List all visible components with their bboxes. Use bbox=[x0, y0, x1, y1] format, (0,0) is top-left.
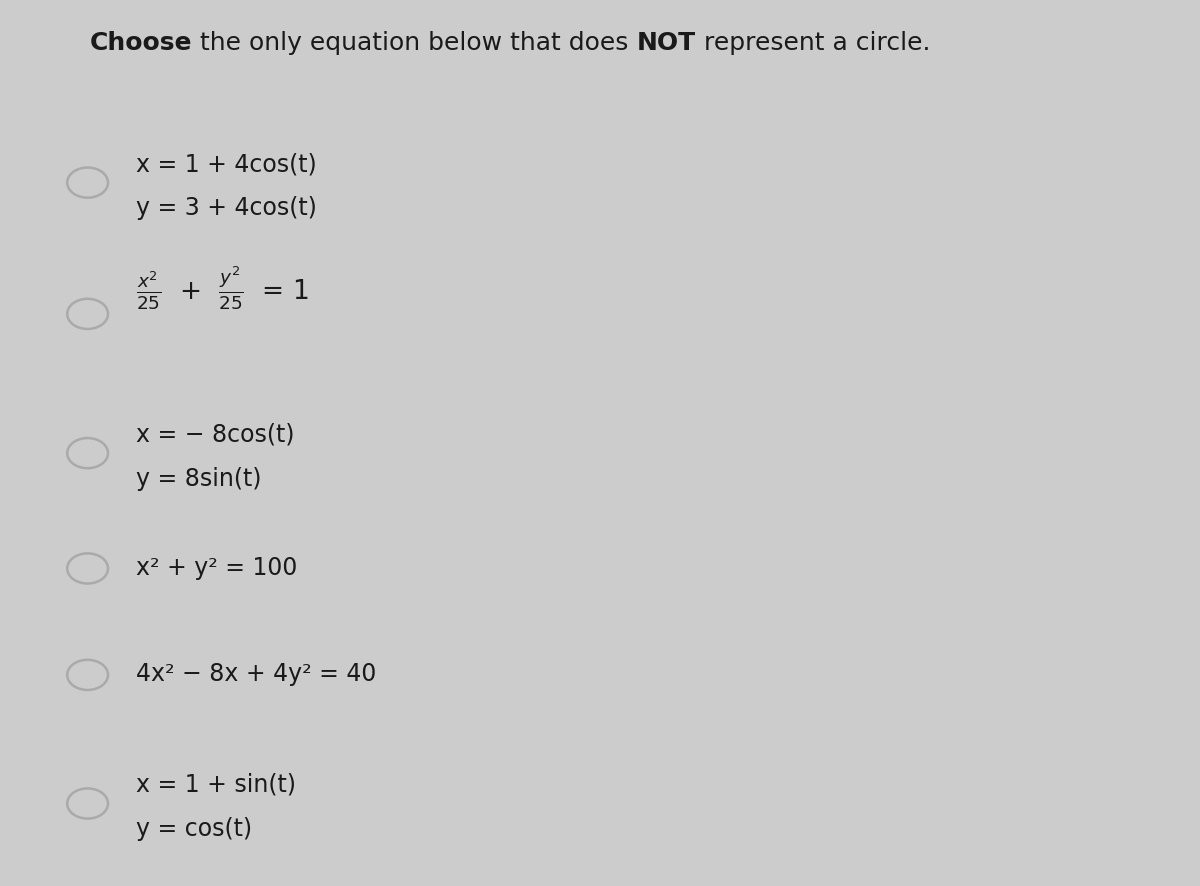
Text: represent a circle.: represent a circle. bbox=[696, 31, 930, 55]
Text: $\frac{x^2}{25}$  +  $\frac{y^2}{25}$  = 1: $\frac{x^2}{25}$ + $\frac{y^2}{25}$ = 1 bbox=[136, 264, 308, 312]
Text: y = 3 + 4cos(t): y = 3 + 4cos(t) bbox=[136, 196, 317, 221]
Text: x = 1 + sin(t): x = 1 + sin(t) bbox=[136, 772, 295, 797]
Text: y = cos(t): y = cos(t) bbox=[136, 816, 252, 841]
Text: Choose: Choose bbox=[90, 31, 192, 55]
Text: x = − 8cos(t): x = − 8cos(t) bbox=[136, 422, 294, 447]
Text: the only equation below that does: the only equation below that does bbox=[192, 31, 637, 55]
Text: x² + y² = 100: x² + y² = 100 bbox=[136, 555, 296, 579]
Text: 4x² − 8x + 4y² = 40: 4x² − 8x + 4y² = 40 bbox=[136, 661, 376, 686]
Text: NOT: NOT bbox=[637, 31, 696, 55]
Text: x = 1 + 4cos(t): x = 1 + 4cos(t) bbox=[136, 152, 317, 176]
Text: y = 8sin(t): y = 8sin(t) bbox=[136, 466, 262, 491]
